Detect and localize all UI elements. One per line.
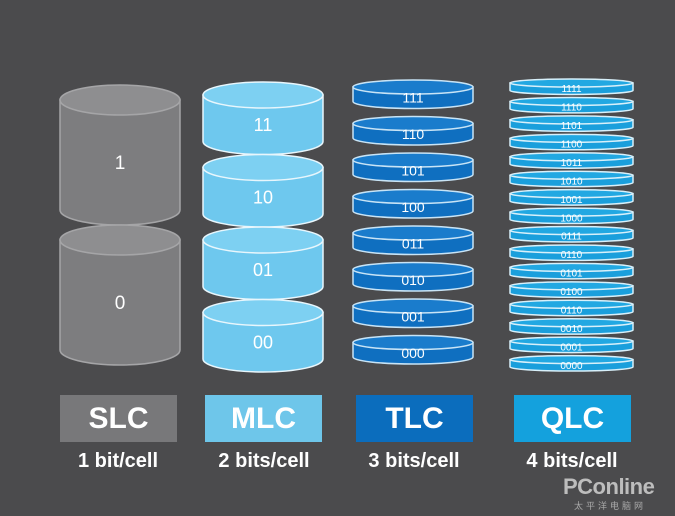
mlc-label: MLC [205,395,322,442]
cell-bits-label: 1010 [560,176,583,187]
qlc-cell: 0101 [509,262,634,280]
tlc-cell: 010 [352,261,474,292]
cell-bits-label: 101 [401,163,425,179]
qlc-cell: 1011 [509,152,634,169]
tlc-label: TLC [356,395,473,442]
watermark-logo: PConline [563,474,655,499]
tlc-caption: 3 bits/cell [368,450,460,472]
tlc-cell: 001 [352,298,474,329]
qlc-cell: 0100 [509,281,634,298]
qlc-cell: 0001 [509,336,634,353]
qlc-cell: 1001 [509,188,634,206]
slc-cell: 0 [59,224,181,366]
cell-bits-label: 1110 [561,103,582,114]
qlc-cell: 0110 [509,244,634,261]
cell-bits-label: 0100 [560,287,583,298]
tlc-cell: 110 [352,115,474,146]
mlc-cell: 01 [202,226,324,301]
cell-bits-label: 010 [401,272,425,288]
slc-cell: 1 [59,84,181,226]
qlc-cell: 0111 [509,225,634,243]
qlc-cell: 1111 [509,78,634,95]
cell-bits-label: 01 [253,260,273,280]
qlc-cell: 1100 [509,133,634,151]
cell-bits-label: 0001 [560,342,583,353]
mlc-cell: 11 [202,81,324,156]
cell-bits-label: 1101 [561,121,583,132]
qlc-cell: 1101 [509,115,634,132]
slc-label: SLC [60,395,177,442]
qlc-caption: 4 bits/cell [526,450,618,472]
cell-bits-label: 0110 [561,305,583,316]
cell-bits-label: 111 [402,90,423,106]
cell-bits-label: 00 [253,333,273,353]
tlc-cell: 111 [352,79,474,110]
qlc-cell: 1110 [509,96,634,114]
qlc-cell: 0010 [509,317,634,335]
cell-bits-label: 110 [402,126,425,142]
mlc-cell: 10 [202,153,324,228]
qlc-cell: 0000 [509,354,634,372]
cell-bits-label: 10 [253,188,273,208]
qlc-cell: 1010 [509,170,634,187]
cell-bits-label: 0010 [560,324,583,335]
cell-bits-label: 0111 [561,232,582,243]
cell-bits-label: 100 [401,199,425,215]
cell-bits-label: 0000 [560,361,583,372]
cell-bits-label: 1011 [561,158,583,169]
cell-bits-label: 0110 [561,250,583,261]
cell-bits-label: 000 [401,345,425,361]
qlc-label: QLC [514,395,631,442]
tlc-cell: 000 [352,334,474,365]
cell-bits-label: 1000 [560,213,583,224]
cell-bits-label: 011 [402,236,425,252]
qlc-cell: 0110 [509,299,634,316]
cell-bits-label: 1 [115,153,126,174]
cell-bits-label: 1001 [560,195,583,206]
cell-bits-label: 0101 [560,269,583,280]
watermark-subtitle: 太平洋电脑网 [574,501,647,511]
tlc-cell: 101 [352,152,474,183]
cell-bits-label: 001 [401,309,425,325]
cell-bits-label: 11 [254,115,273,135]
cell-bits-label: 1111 [561,84,581,95]
tlc-cell: 100 [352,188,474,219]
cell-bits-label: 0 [115,293,126,314]
tlc-cell: 011 [352,225,474,256]
mlc-caption: 2 bits/cell [218,450,310,472]
slc-caption: 1 bit/cell [77,450,159,472]
qlc-cell: 1000 [509,207,634,224]
cell-bits-label: 1100 [561,140,583,151]
mlc-cell: 00 [202,298,324,373]
